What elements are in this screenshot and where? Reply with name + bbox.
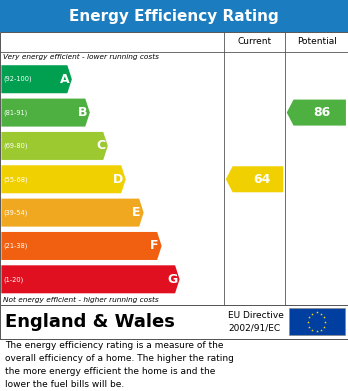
Polygon shape xyxy=(1,265,180,293)
Text: (1-20): (1-20) xyxy=(3,276,24,283)
Polygon shape xyxy=(1,232,161,260)
Text: D: D xyxy=(113,173,124,186)
Text: The energy efficiency rating is a measure of the
overall efficiency of a home. T: The energy efficiency rating is a measur… xyxy=(5,341,234,389)
Text: Very energy efficient - lower running costs: Very energy efficient - lower running co… xyxy=(3,54,159,60)
Text: Potential: Potential xyxy=(297,37,337,47)
Polygon shape xyxy=(1,199,144,227)
Polygon shape xyxy=(1,132,108,160)
Text: (21-38): (21-38) xyxy=(3,243,28,249)
Bar xyxy=(0,32,348,305)
Text: G: G xyxy=(167,273,177,286)
Bar xyxy=(0,305,348,339)
Text: (55-68): (55-68) xyxy=(3,176,28,183)
Text: EU Directive
2002/91/EC: EU Directive 2002/91/EC xyxy=(228,311,284,332)
Text: Not energy efficient - higher running costs: Not energy efficient - higher running co… xyxy=(3,297,159,303)
Text: A: A xyxy=(60,73,69,86)
Text: (69-80): (69-80) xyxy=(3,143,28,149)
Text: Energy Efficiency Rating: Energy Efficiency Rating xyxy=(69,9,279,23)
Polygon shape xyxy=(287,100,346,126)
Text: 64: 64 xyxy=(253,173,270,186)
Text: E: E xyxy=(132,206,141,219)
Text: C: C xyxy=(96,140,105,152)
Polygon shape xyxy=(1,165,126,193)
Text: (39-54): (39-54) xyxy=(3,209,28,216)
Text: England & Wales: England & Wales xyxy=(5,313,175,331)
Polygon shape xyxy=(1,99,90,127)
Text: Current: Current xyxy=(238,37,272,47)
Polygon shape xyxy=(226,166,283,192)
Bar xyxy=(289,308,345,335)
Text: F: F xyxy=(150,239,159,253)
Text: B: B xyxy=(78,106,87,119)
Bar xyxy=(0,0,348,32)
Polygon shape xyxy=(1,65,72,93)
Text: (92-100): (92-100) xyxy=(3,76,32,83)
Text: (81-91): (81-91) xyxy=(3,109,28,116)
Text: 86: 86 xyxy=(313,106,331,119)
